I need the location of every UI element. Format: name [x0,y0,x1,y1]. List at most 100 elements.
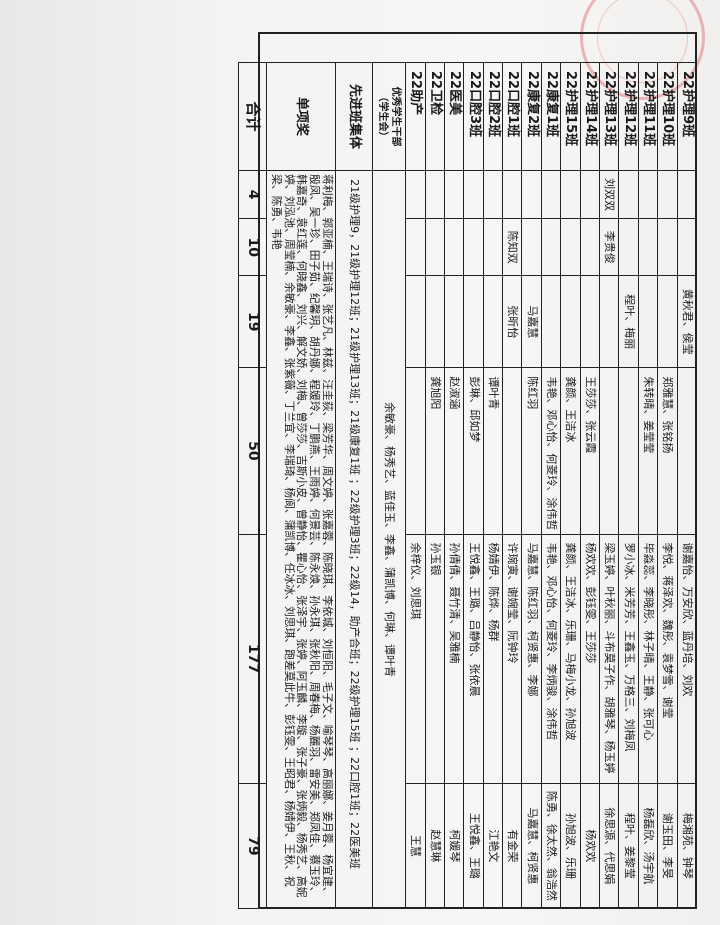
award-cell-col2: 李贵俊 [599,218,619,276]
award-cell-col3: 张昕怡 [502,275,522,368]
table-row-class: 22康复2班 马嘉慧 陈红羽 马嘉慧、陈红羽、柯贤惠、李娜 马嘉慧、柯贤惠 [521,62,542,909]
table-row-class: 22口腔2班 谭叶青 杨婧伊、陈烨、杨群 江艳文 [483,62,503,909]
total-value: 10 [238,218,267,276]
row-label: 单项奖 [266,62,336,171]
award-cell-col6: 程叶、姜黎莹 [618,783,639,909]
award-cell-col3 [541,275,561,368]
award-cell-col6: 有金荣 [502,783,522,909]
class-name: 22卫检 [425,62,445,171]
total-value: 19 [238,275,267,368]
award-cell-col2 [463,218,484,276]
row-label-line1: 优秀学生干部 [390,86,402,147]
row-label: 先进班集体 [335,62,373,171]
table-row-class: 22卫检龚旭阳 孙玉银 赵慧琳 [425,62,445,909]
table-row-class: 22护理14班 王莎莎、张云霞 杨欢欢、彭钰雯、王莎莎 杨欢欢 [580,62,600,909]
award-cell-col1 [618,170,639,219]
award-cell-col4: 韦艳、邓心怡、何菱玲、涂伟哲 [541,367,561,535]
total-value: 79 [238,783,267,909]
award-cell-col2 [521,218,542,276]
class-name: 22医美 [444,62,464,171]
award-cell-col6: 谢玉田、李旻 [657,783,678,909]
award-cell-col2 [483,218,503,276]
award-cell-col6: 王悦鑫、王璐 [463,783,484,909]
class-name: 22口腔2班 [483,62,503,171]
award-cell-col1 [657,170,678,219]
award-cell-col3 [638,275,658,368]
award-cell-col2: 陈知双 [502,218,522,276]
award-cell-col5: 马嘉慧、陈红羽、柯贤惠、李娜 [521,534,542,784]
award-cell-col5: 孙玉银 [425,534,445,784]
award-cell-col5: 谢嘉怡、万安欣、蓝丹培、刘欢 [677,534,697,784]
award-cell-col6: 柯媛琴 [444,783,464,909]
award-cell-col6: 梅湘苑、钟琴 [677,783,697,909]
award-cell-col1 [638,170,658,219]
class-name: 22护理9班 [677,62,697,171]
award-cell-col1 [502,170,522,219]
award-cell-col3 [560,275,581,368]
award-cell-col2 [580,218,600,276]
award-cell-col6: 赵慧琳 [425,783,445,909]
award-cell-col4: 龚颜、王洁冰 [560,367,581,535]
award-cell-col3: 黄秋君、侯莹 [677,275,697,368]
award-cell-col6: 江艳文 [483,783,503,909]
class-name: 22护理13班 [599,62,619,171]
total-value: 4 [238,170,267,219]
award-cell-col3 [444,275,464,368]
single-award-names: 蒋利梅、郭亚楠、王瑞诗、张艺凡、林兹、汪圭荻、梁芳华、周文婷、张嘉蓉、陈晓琪、李… [266,170,336,909]
total-value: 50 [238,367,267,535]
award-cell-col5: 罗小冰、米芳芳、王鑫玉、万格三、刘梅凤 [618,534,639,784]
row-label: 优秀学生干部 （学生会） [372,62,406,171]
award-cell-col5: 王悦鑫、王璐、吕静怡、张依晨 [463,534,484,784]
award-cell-col2 [425,218,445,276]
award-cell-col1 [444,170,464,219]
total-value: 177 [238,534,267,784]
award-cell-col4 [405,367,426,535]
award-cell-col6: 陈勇、徐太然、翁浩然 [541,783,561,909]
row-label-line2: （学生会） [377,91,389,142]
award-cell-col3 [657,275,678,368]
award-cell-col5: 孙倩倩、聂竹清、吴雅楠 [444,534,464,784]
award-cell-col1 [521,170,542,219]
award-cell-col3 [483,275,503,368]
award-cell-col5: 韦艳、邓心怡、何菱玲、李炳骏、涂伟哲 [541,534,561,784]
class-name: 22助产 [405,62,426,171]
class-name: 22护理14班 [580,62,600,171]
award-cell-col6: 马嘉慧、柯贤惠 [521,783,542,909]
award-cell-col3 [405,275,426,368]
class-name: 22护理10班 [657,62,678,171]
award-cell-col3 [599,275,619,368]
award-cell-col1 [425,170,445,219]
award-cell-col1 [541,170,561,219]
award-cell-col5: 杨欢欢、彭钰雯、王莎莎 [580,534,600,784]
award-cell-col6: 杨欢欢 [580,783,600,909]
award-cell-col5: 龚颜、王洁冰、乐珊、马梅小龙、孙旭波 [560,534,581,784]
award-cell-col3 [463,275,484,368]
award-cell-col2 [677,218,697,276]
award-cell-col4 [677,367,697,535]
award-cell-col6: 王慧 [405,783,426,909]
award-cell-col4: 谭叶青 [483,367,503,535]
table-row-single-award: 单项奖 蒋利梅、郭亚楠、王瑞诗、张艺凡、林兹、汪圭荻、梁芳华、周文婷、张嘉蓉、陈… [266,62,336,909]
award-cell-col4: 龚旭阳 [425,367,445,535]
table-row-class: 22口腔3班 彭琳、邱如梦 王悦鑫、王璐、吕静怡、张依晨 王悦鑫、王璐 [463,62,484,909]
award-cell-col4 [599,367,619,535]
award-cell-col2 [560,218,581,276]
award-cell-col5: 梁玉婷、叶秋丽、斗布莫子作、胡雅琴、杨玉婷 [599,534,619,784]
table-row-class: 22护理12班 程叶、梅丽 罗小冰、米芳芳、王鑫玉、万格三、刘梅凤 程叶、姜黎莹 [618,62,639,909]
award-cell-col6: 徐思源、代思娟 [599,783,619,909]
advanced-class-list: 21级护理9，21级护理12班；21级护理13班；21级康复1班 ；22级护理3… [335,170,373,909]
award-cell-col2 [638,218,658,276]
award-table-sheet: 22护理9班黄秋君、侯莹谢嘉怡、万安欣、蓝丹培、刘欢 梅湘苑、钟琴 22护理10班郑… [238,32,697,909]
award-cell-col3: 马嘉慧 [521,275,542,368]
table-row-class: 22护理9班黄秋君、侯莹谢嘉怡、万安欣、蓝丹培、刘欢 梅湘苑、钟琴 [677,62,697,909]
table-row-class: 22护理10班 郑雅慧、张铭扬 李悦、蒋泽欢、魏彤、袁梦雪、谢莹 谢玉田、李旻 [657,62,678,909]
award-cell-col2 [444,218,464,276]
award-cell-col2 [618,218,639,276]
table-row-class: 22医美 赵淑涵 孙倩倩、聂竹清、吴雅楠 柯媛琴 [444,62,464,909]
award-cell-col5: 许琬寅、谢婉莹、阮钟玲 [502,534,522,784]
award-table: 22护理9班黄秋君、侯莹谢嘉怡、万安欣、蓝丹培、刘欢 梅湘苑、钟琴 22护理10班郑… [238,62,697,909]
award-cell-col1 [483,170,503,219]
award-cell-col2 [541,218,561,276]
table-row-class: 22护理13班 刘双双 李贵俊 梁玉婷、叶秋丽、斗布莫子作、胡雅琴、杨玉婷 徐思源、代思… [599,62,619,909]
table-row-class: 22助产 余梓仪、刘思琪 王慧 [405,62,426,909]
